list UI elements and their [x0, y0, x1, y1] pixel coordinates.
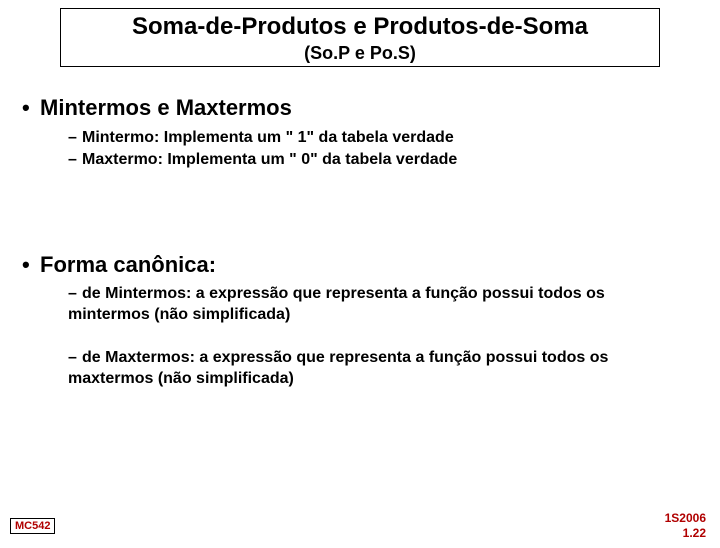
section1-heading: •Mintermos e Maxtermos: [22, 95, 698, 121]
list-item: –de Maxtermos: a expressão que represent…: [68, 348, 698, 390]
slide-content: •Mintermos e Maxtermos –Mintermo: Implem…: [22, 95, 698, 389]
title-main: Soma-de-Produtos e Produtos-de-Soma: [69, 13, 651, 41]
list-item: –Maxtermo: Implementa um " 0" da tabela …: [68, 149, 698, 171]
bullet-icon: •: [22, 252, 40, 278]
section2: •Forma canônica: –de Mintermos: a expres…: [22, 252, 698, 389]
list-item-text: Maxtermo: Implementa um " 0" da tabela v…: [82, 151, 457, 168]
section1-list: –Mintermo: Implementa um " 1" da tabela …: [68, 127, 698, 170]
list-item: –de Mintermos: a expressão que represent…: [68, 284, 698, 326]
dash-icon: –: [68, 284, 82, 305]
dash-icon: –: [68, 149, 82, 171]
section2-heading: •Forma canônica:: [22, 252, 698, 278]
footer-slide-number: 1.22: [665, 526, 706, 540]
title-box: Soma-de-Produtos e Produtos-de-Soma (So.…: [60, 8, 660, 67]
section1-heading-text: Mintermos e Maxtermos: [40, 95, 292, 120]
list-item-text: de Maxtermos: a expressão que representa…: [68, 349, 608, 387]
bullet-icon: •: [22, 95, 40, 121]
footer-course-code: MC542: [10, 518, 55, 534]
dash-icon: –: [68, 127, 82, 149]
section2-list: –de Mintermos: a expressão que represent…: [68, 284, 698, 389]
list-item-text: Mintermo: Implementa um " 1" da tabela v…: [82, 129, 454, 146]
list-item-text: de Mintermos: a expressão que representa…: [68, 285, 605, 323]
footer-semester: 1S2006: [665, 511, 706, 525]
title-subtitle: (So.P e Po.S): [69, 43, 651, 64]
section2-heading-text: Forma canônica:: [40, 252, 216, 277]
list-item: –Mintermo: Implementa um " 1" da tabela …: [68, 127, 698, 149]
footer-right: 1S2006 1.22: [665, 511, 706, 540]
dash-icon: –: [68, 348, 82, 369]
